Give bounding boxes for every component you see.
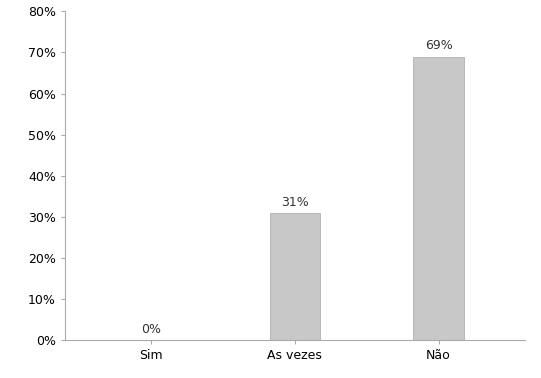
Text: 69%: 69%	[425, 39, 452, 53]
Text: 31%: 31%	[281, 196, 309, 209]
Bar	[270, 213, 320, 340]
Text: 0%: 0%	[141, 323, 161, 336]
Bar	[413, 57, 464, 340]
